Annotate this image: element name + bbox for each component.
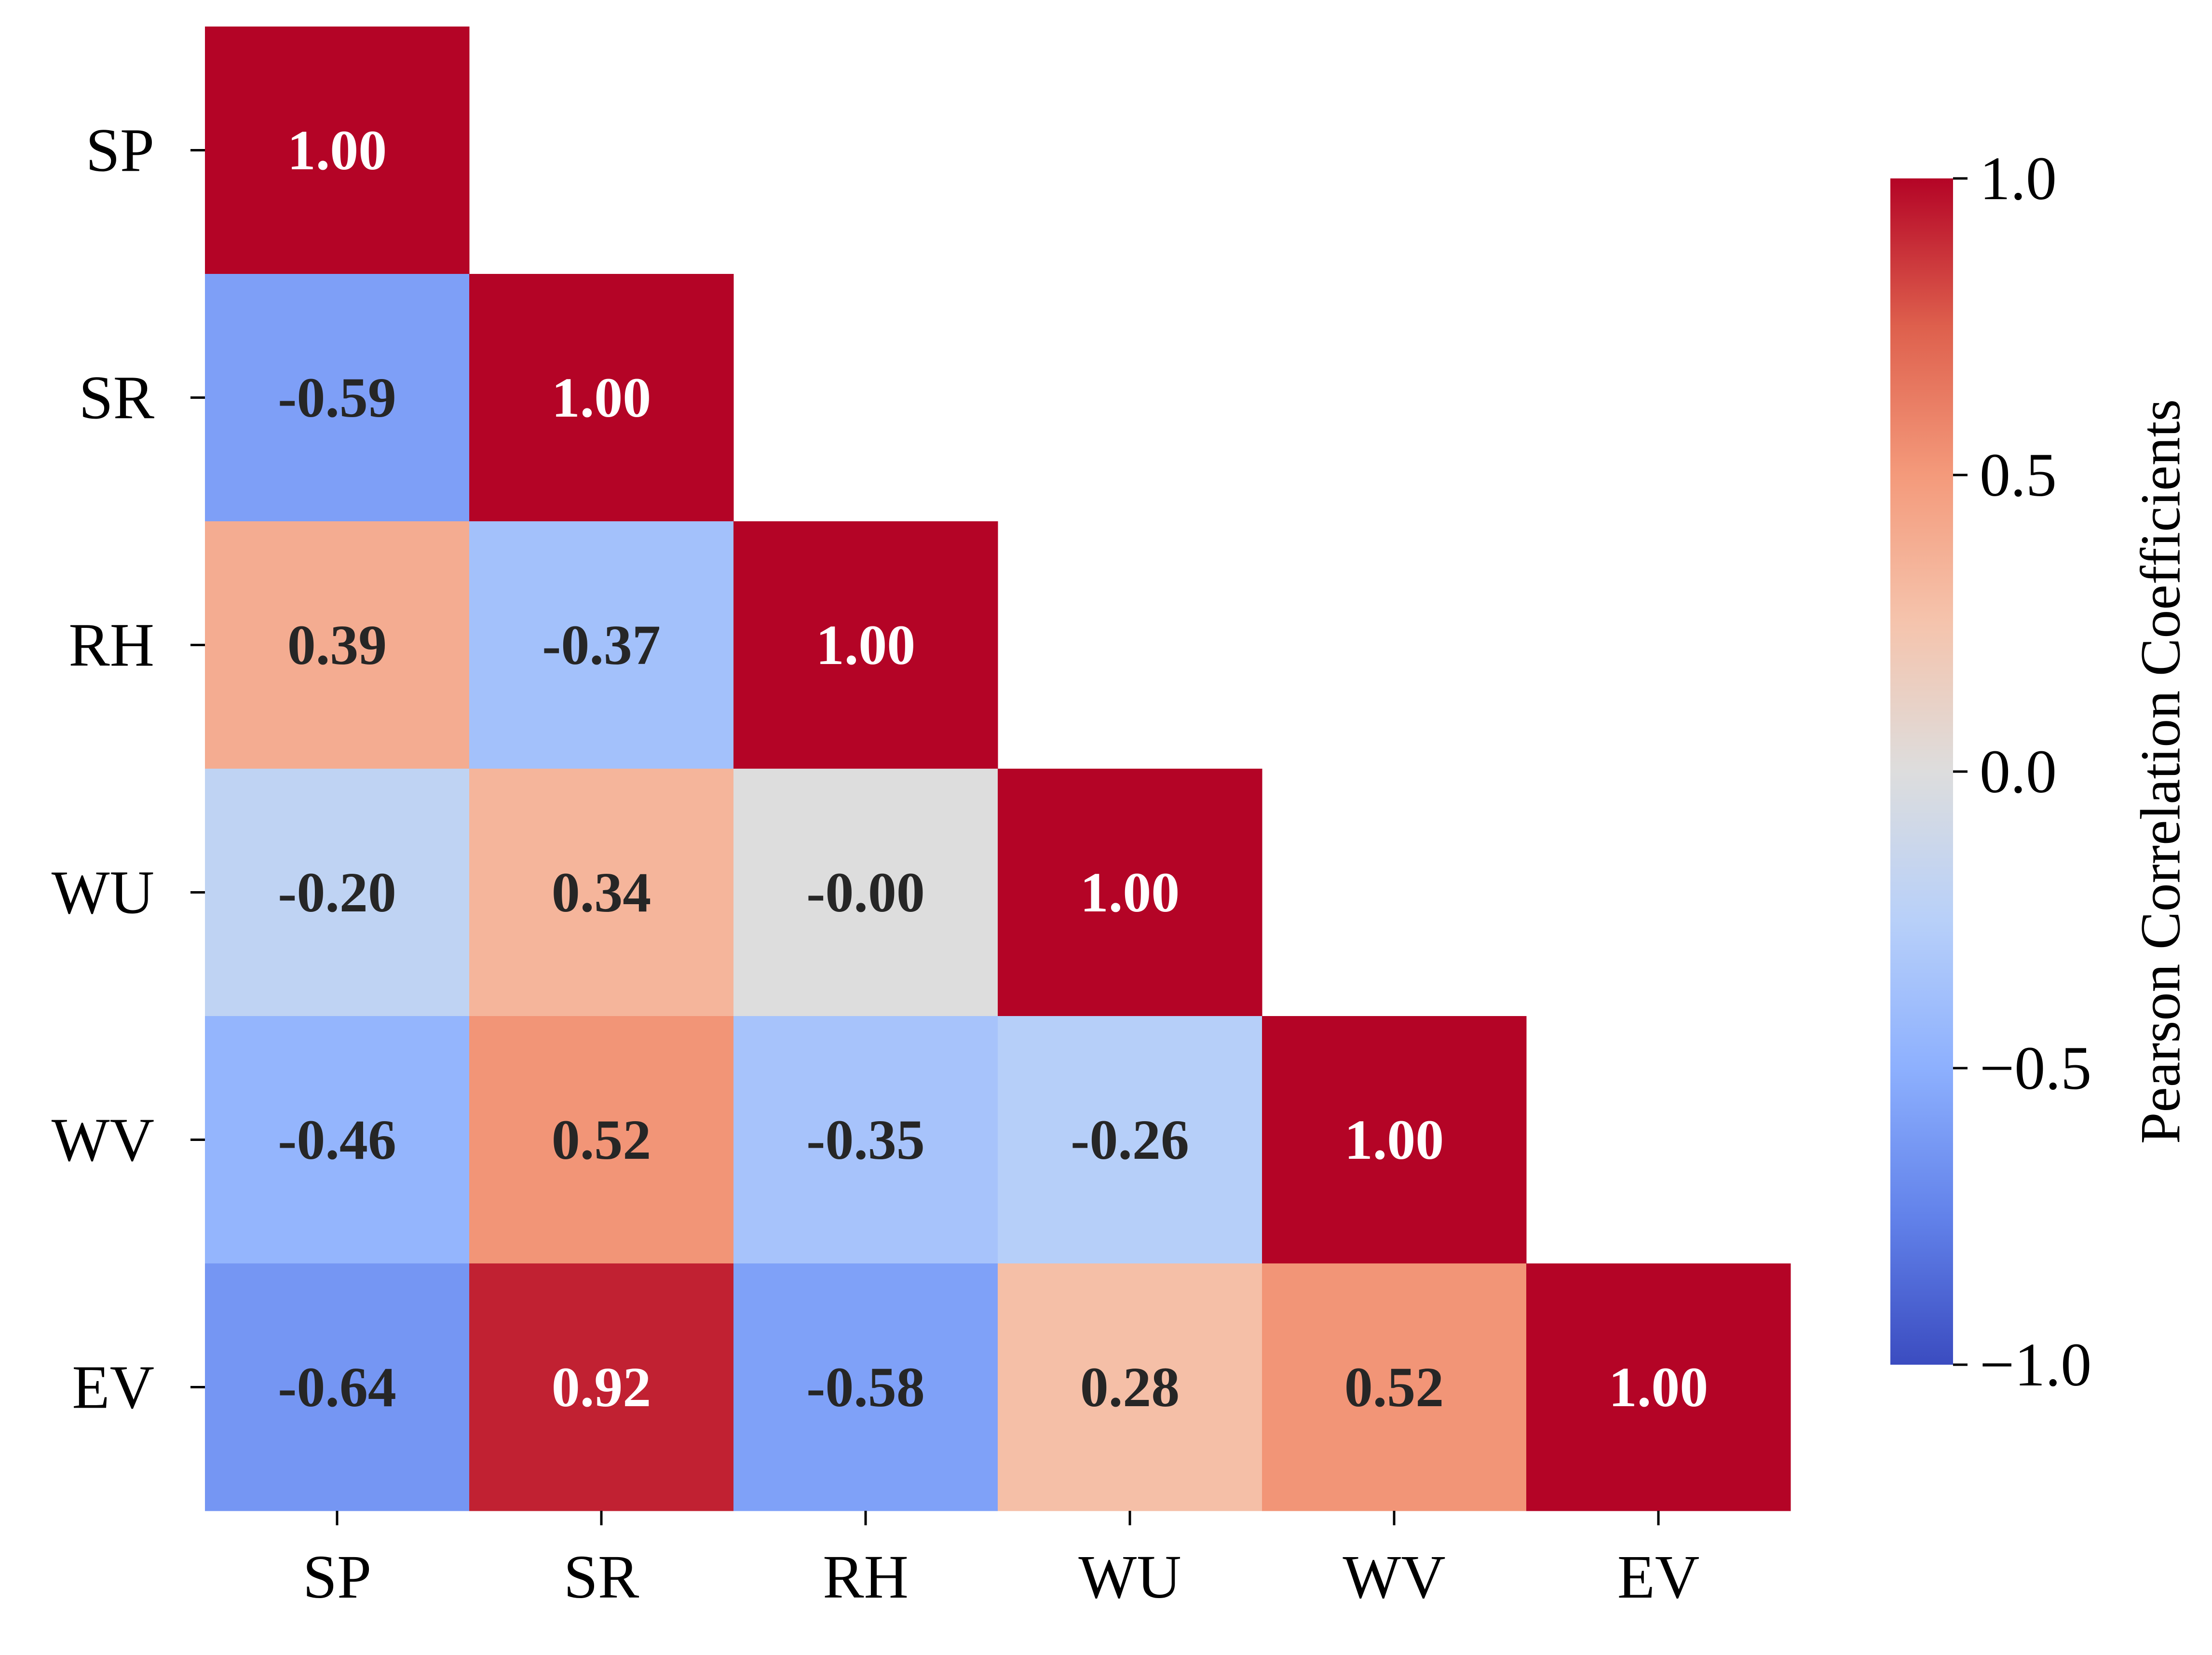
colorbar-tick-label: 1.0 xyxy=(1980,144,2057,213)
heatmap-cell xyxy=(469,274,734,522)
cell-value-label: -0.00 xyxy=(806,861,925,924)
heatmap-cell xyxy=(733,521,998,769)
x-tick-label: SR xyxy=(564,1543,639,1611)
heatmap-cell xyxy=(469,1263,734,1511)
y-axis: SP SR RH WU WV EV xyxy=(52,116,205,1422)
heatmap-cell-labels: 1.00 -0.59 1.00 0.39 -0.37 1.00 -0.20 0.34 -0.00… xyxy=(278,119,1708,1419)
cell-value-label: 0.52 xyxy=(1344,1356,1444,1419)
colorbar-gradient xyxy=(1890,178,1953,1365)
cell-value-label: -0.35 xyxy=(806,1108,925,1171)
heatmap-cell xyxy=(733,1263,998,1511)
y-tick-label: WU xyxy=(52,858,154,927)
heatmap-cell xyxy=(205,1016,470,1264)
y-tick-label: SP xyxy=(86,116,154,185)
heatmap-cell xyxy=(469,769,734,1017)
cell-value-label: 0.92 xyxy=(552,1356,651,1419)
colorbar-tick-label: 0.0 xyxy=(1980,737,2057,806)
cell-value-label: 1.00 xyxy=(816,613,916,677)
heatmap-cell xyxy=(469,1016,734,1264)
x-tick-label: WV xyxy=(1343,1543,1445,1611)
heatmap-cell xyxy=(733,1016,998,1264)
cell-value-label: 1.00 xyxy=(1344,1108,1444,1171)
heatmap-cell xyxy=(205,521,470,769)
colorbar-ticks: 1.0 0.5 0.0 −0.5 −1.0 xyxy=(1953,144,2091,1399)
colorbar-tick-label: −1.0 xyxy=(1980,1330,2091,1399)
cell-value-label: -0.59 xyxy=(278,366,396,429)
heatmap-cell xyxy=(733,769,998,1017)
cell-value-label: 1.00 xyxy=(1080,861,1180,924)
x-tick-label: WU xyxy=(1078,1543,1181,1611)
heatmap-cell xyxy=(1526,1263,1791,1511)
heatmap-cell xyxy=(1262,1016,1527,1264)
cell-value-label: -0.26 xyxy=(1071,1108,1189,1171)
cell-value-label: 1.00 xyxy=(552,366,651,429)
colorbar-tick-label: −0.5 xyxy=(1980,1034,2091,1102)
heatmap-cell xyxy=(469,521,734,769)
y-tick-label: SR xyxy=(79,364,154,432)
heatmap-cell xyxy=(205,769,470,1017)
y-tick-label: EV xyxy=(72,1353,154,1422)
cell-value-label: -0.58 xyxy=(806,1356,925,1419)
x-tick-label: EV xyxy=(1617,1543,1700,1611)
x-tick-label: SP xyxy=(303,1543,371,1611)
x-axis: SP SR RH WU WV EV xyxy=(303,1511,1700,1611)
x-tick-label: RH xyxy=(823,1543,909,1611)
heatmap-cell xyxy=(205,274,470,522)
cell-value-label: -0.20 xyxy=(278,861,396,924)
heatmap-cell xyxy=(998,1263,1262,1511)
heatmap-cell xyxy=(205,1263,470,1511)
cell-value-label: 1.00 xyxy=(1609,1356,1709,1419)
colorbar-label: Pearson Correlation Coefficients xyxy=(2129,399,2192,1144)
cell-value-label: 0.28 xyxy=(1080,1356,1180,1419)
cell-value-label: 1.00 xyxy=(287,119,387,182)
cell-value-label: 0.39 xyxy=(287,613,387,677)
heatmap-cell xyxy=(1262,1263,1527,1511)
heatmap-cell xyxy=(998,1016,1262,1264)
cell-value-label: -0.64 xyxy=(278,1356,396,1419)
colorbar-tick-label: 0.5 xyxy=(1980,441,2057,509)
heatmap-cell xyxy=(998,769,1262,1017)
cell-value-label: -0.37 xyxy=(542,613,661,677)
cell-value-label: -0.46 xyxy=(278,1108,396,1171)
heatmap-cells xyxy=(205,27,1791,1511)
colorbar: 1.0 0.5 0.0 −0.5 −1.0 Pearson Correlation Co… xyxy=(1890,144,2192,1399)
cell-value-label: 0.52 xyxy=(552,1108,651,1171)
cell-value-label: 0.34 xyxy=(552,861,651,924)
y-tick-label: WV xyxy=(52,1106,154,1174)
y-tick-label: RH xyxy=(68,611,154,679)
heatmap-cell xyxy=(205,27,470,274)
